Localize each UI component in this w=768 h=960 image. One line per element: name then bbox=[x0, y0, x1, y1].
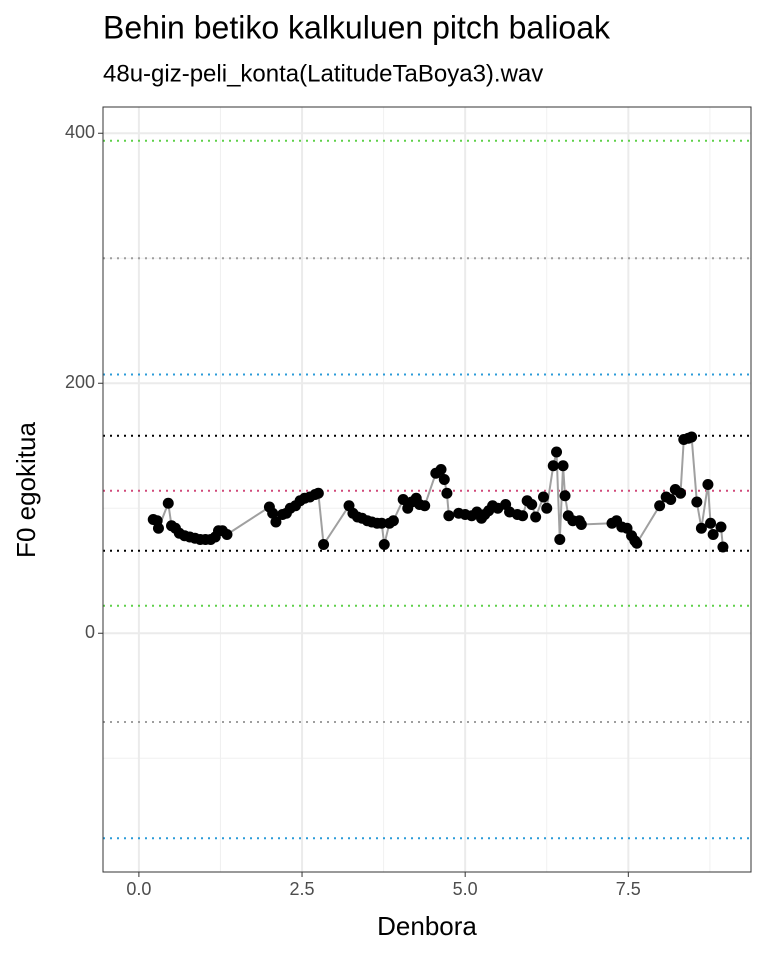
pitch-point bbox=[443, 510, 455, 522]
y-axis-label: F0 egokitua bbox=[11, 422, 41, 558]
chart-title: Behin betiko kalkuluen pitch balioak bbox=[103, 9, 611, 45]
pitch-point bbox=[387, 515, 399, 527]
x-tick-label: 5.0 bbox=[453, 879, 478, 899]
pitch-point bbox=[705, 517, 717, 529]
pitch-point bbox=[526, 499, 538, 510]
pitch-line bbox=[152, 435, 724, 548]
pitch-point bbox=[441, 487, 453, 499]
pitch-point bbox=[517, 510, 529, 522]
pitch-point bbox=[695, 522, 707, 534]
pitch-point bbox=[702, 479, 714, 490]
pitch-point bbox=[221, 529, 233, 540]
x-tick-label: 0.0 bbox=[126, 879, 151, 899]
pitch-point bbox=[312, 487, 324, 499]
pitch-point bbox=[717, 541, 729, 553]
pitch-point bbox=[551, 446, 563, 458]
pitch-point bbox=[435, 464, 447, 475]
pitch-point bbox=[554, 534, 566, 545]
pitch-point bbox=[691, 496, 703, 508]
plot-border bbox=[102, 106, 752, 873]
pitch-point bbox=[152, 522, 164, 534]
pitch-point bbox=[707, 529, 719, 540]
pitch-point bbox=[575, 519, 587, 530]
pitch-point bbox=[530, 511, 542, 523]
pitch-point bbox=[675, 487, 687, 499]
pitch-point bbox=[715, 521, 727, 533]
pitch-point bbox=[270, 516, 282, 528]
pitch-point bbox=[541, 502, 553, 514]
pitch-point bbox=[557, 460, 569, 472]
pitch-point bbox=[686, 431, 698, 443]
pitch-point bbox=[162, 497, 174, 509]
pitch-point bbox=[376, 517, 388, 529]
pitch-point bbox=[397, 494, 409, 505]
pitch-point bbox=[631, 537, 643, 549]
pitch-point bbox=[654, 500, 666, 512]
pitch-point bbox=[419, 500, 431, 512]
pitch-point bbox=[267, 507, 279, 519]
pitch-point bbox=[537, 491, 549, 503]
x-tick-label: 2.5 bbox=[290, 879, 315, 899]
pitch-point bbox=[547, 460, 559, 472]
pitch-point bbox=[318, 539, 330, 550]
chart-subtitle: 48u-giz-peli_konta(LatitudeTaBoya3).wav bbox=[103, 60, 543, 87]
pitch-point bbox=[378, 539, 390, 550]
x-tick-label: 7.5 bbox=[616, 879, 641, 899]
pitch-point bbox=[438, 474, 450, 485]
pitch-point bbox=[665, 494, 677, 505]
y-tick-label: 200 bbox=[65, 372, 95, 392]
pitch-point bbox=[559, 490, 571, 502]
x-axis-label: Denbora bbox=[377, 911, 477, 941]
y-tick-label: 0 bbox=[85, 622, 95, 642]
y-tick-label: 400 bbox=[65, 122, 95, 142]
